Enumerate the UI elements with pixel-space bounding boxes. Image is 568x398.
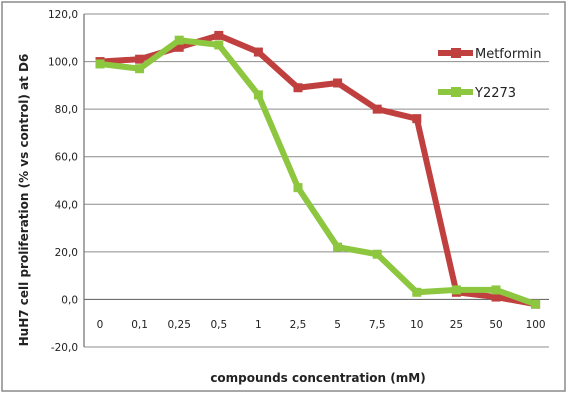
- data-point-y2273: [451, 285, 461, 295]
- data-point-y2273: [531, 299, 541, 309]
- legend-label: Metformin: [475, 47, 541, 62]
- data-point-y2273: [372, 249, 382, 259]
- data-point-metformin: [372, 104, 382, 114]
- x-axis-title: compounds concentration (mM): [210, 371, 425, 385]
- x-tick-label: 2,5: [290, 319, 307, 331]
- data-point-y2273: [491, 285, 501, 295]
- series-line-metformin: [97, 32, 539, 308]
- data-point-y2273: [293, 183, 303, 193]
- y-tick-label: 120,0: [48, 9, 78, 21]
- x-tick-label: 1: [255, 319, 262, 331]
- legend-marker: [451, 87, 461, 97]
- x-tick-label: 5: [334, 319, 341, 331]
- x-tick-label: 7,5: [369, 319, 386, 331]
- y-tick-label: 20,0: [55, 247, 78, 259]
- data-point-y2273: [253, 90, 263, 100]
- x-tick-labels: 0 0,1 0,25 0,5 1 2,5 5 7,5 10 25 50 100: [97, 319, 546, 331]
- axes: [83, 14, 549, 347]
- x-tick-label: 50: [489, 319, 502, 331]
- data-point-y2273: [95, 59, 105, 69]
- data-point-y2273: [333, 242, 343, 252]
- x-tick-label: 0,5: [210, 319, 227, 331]
- gridlines: [84, 13, 549, 348]
- y-axis-title: HuH7 cell proliferation (% vs control) a…: [17, 54, 31, 347]
- y-tick-label: 40,0: [55, 199, 78, 211]
- data-point-metformin: [293, 83, 303, 93]
- series-lines: [95, 30, 541, 309]
- y-tick-label: -20,0: [51, 342, 78, 354]
- data-point-metformin: [174, 42, 184, 52]
- x-tick-label: 0: [97, 319, 104, 331]
- data-point-metformin: [253, 47, 263, 57]
- data-point-metformin: [333, 78, 343, 88]
- legend: Metformin Y2273: [438, 47, 541, 101]
- y-tick-labels: -20,0 0,0 20,0 40,0 60,0 80,0 100,0 120,0: [48, 9, 78, 354]
- x-tick-label: 25: [450, 319, 463, 331]
- x-tick-label: 100: [526, 319, 546, 331]
- x-tick-label: 10: [410, 319, 423, 331]
- data-point-y2273: [174, 35, 184, 45]
- y-tick-label: 60,0: [55, 152, 78, 164]
- data-point-y2273: [214, 40, 224, 50]
- data-point-y2273: [135, 64, 145, 74]
- legend-label: Y2273: [474, 86, 516, 101]
- data-point-metformin: [412, 114, 422, 124]
- data-point-y2273: [412, 287, 422, 297]
- data-point-metformin: [135, 54, 145, 64]
- y-tick-label: 100,0: [48, 57, 78, 69]
- data-point-metformin: [214, 30, 224, 40]
- y-tick-label: 0,0: [61, 294, 78, 306]
- legend-marker: [451, 48, 461, 58]
- data-point-metformin: [491, 292, 501, 302]
- y-tick-label: 80,0: [55, 104, 78, 116]
- x-tick-label: 0,1: [131, 319, 148, 331]
- x-tick-label: 0,25: [168, 319, 191, 331]
- series-line-y2273: [97, 37, 539, 308]
